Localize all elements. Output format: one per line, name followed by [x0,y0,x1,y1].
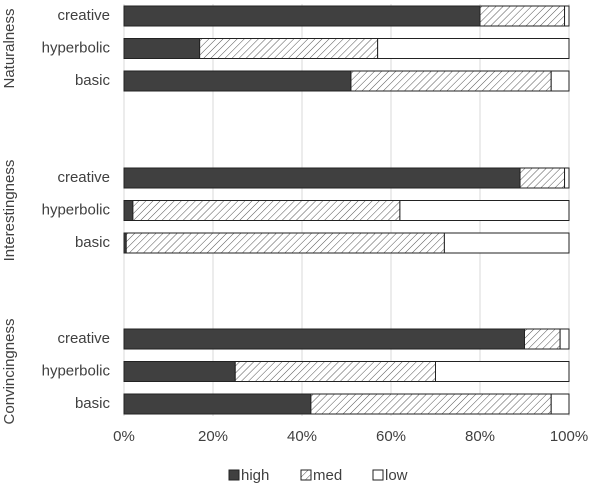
y-tick-label: basic [75,395,111,412]
bar-segment [123,393,312,415]
bar-segment [132,200,401,221]
y-tick-label: basic [75,72,111,89]
legend-swatch [228,469,240,481]
bar-segment [524,328,561,350]
group-label: Convincingness [1,319,18,425]
group-label: Naturalness [1,8,18,88]
y-tick-label: creative [57,7,110,24]
legend-swatch [300,469,312,481]
bar-segment [443,232,570,254]
bar-segment [550,70,570,92]
bar-segment [519,167,566,189]
bar-segment [234,361,436,382]
legend-label: med [313,467,342,484]
legend-label: low [385,467,408,484]
bar-segment [550,393,570,415]
bar-segment [564,5,570,27]
y-tick-label: hyperbolic [42,39,111,56]
x-tick-label: 80% [465,428,495,445]
bar-segment [123,38,201,59]
x-tick-label: 100% [550,428,588,445]
bar-segment [123,200,134,221]
x-tick-label: 20% [198,428,228,445]
bar-segment [377,38,570,59]
bar-segment [125,232,445,254]
group-label: Interestingness [1,160,18,262]
bar-segment [559,328,570,350]
y-tick-label: basic [75,234,111,251]
bar-segment [399,200,570,221]
y-tick-label: hyperbolic [42,201,111,218]
x-tick-label: 60% [376,428,406,445]
bar-segment [123,328,525,350]
bar-segment [350,70,552,92]
y-tick-label: creative [57,169,110,186]
bar-segment [310,393,552,415]
bar-segment [123,70,352,92]
bar-segment [435,361,570,382]
bar-segment [123,5,481,27]
x-tick-label: 0% [113,428,135,445]
bar-segment [479,5,566,27]
bar-segment [123,361,236,382]
legend-label: high [241,467,269,484]
y-tick-label: hyperbolic [42,362,111,379]
x-tick-label: 40% [287,428,317,445]
bar-segment [123,167,521,189]
y-tick-label: creative [57,330,110,347]
legend-swatch [372,469,384,481]
bar-segment [564,167,570,189]
bar-segment [199,38,379,59]
